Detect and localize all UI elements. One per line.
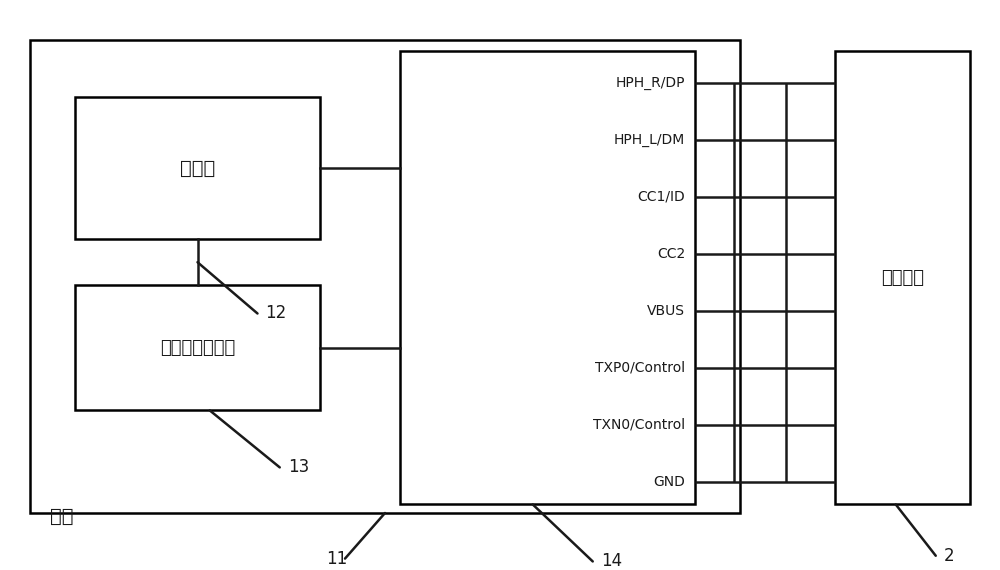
Bar bbox=[400, 51, 695, 504]
Text: 闪光灯: 闪光灯 bbox=[180, 158, 215, 178]
Text: TXN0/Control: TXN0/Control bbox=[593, 418, 685, 431]
Text: 杆体: 杆体 bbox=[50, 507, 74, 526]
Text: HPH_L/DM: HPH_L/DM bbox=[614, 133, 685, 146]
Text: 电子设备: 电子设备 bbox=[881, 269, 924, 287]
Text: TXP0/Control: TXP0/Control bbox=[595, 361, 685, 374]
Bar bbox=[30, 40, 740, 513]
Bar bbox=[75, 97, 320, 239]
Text: 11: 11 bbox=[326, 549, 348, 568]
Text: CC2: CC2 bbox=[657, 247, 685, 260]
Text: 12: 12 bbox=[266, 304, 287, 323]
Text: GND: GND bbox=[653, 475, 685, 488]
Text: 2: 2 bbox=[944, 547, 954, 565]
Text: CC1/ID: CC1/ID bbox=[637, 190, 685, 203]
Text: VBUS: VBUS bbox=[647, 304, 685, 317]
Text: 13: 13 bbox=[288, 458, 309, 477]
Text: 闪光灯控制模块: 闪光灯控制模块 bbox=[160, 339, 235, 357]
Text: HPH_R/DP: HPH_R/DP bbox=[616, 76, 685, 89]
Text: 14: 14 bbox=[601, 552, 622, 570]
Bar bbox=[75, 285, 320, 410]
Bar bbox=[835, 51, 970, 504]
